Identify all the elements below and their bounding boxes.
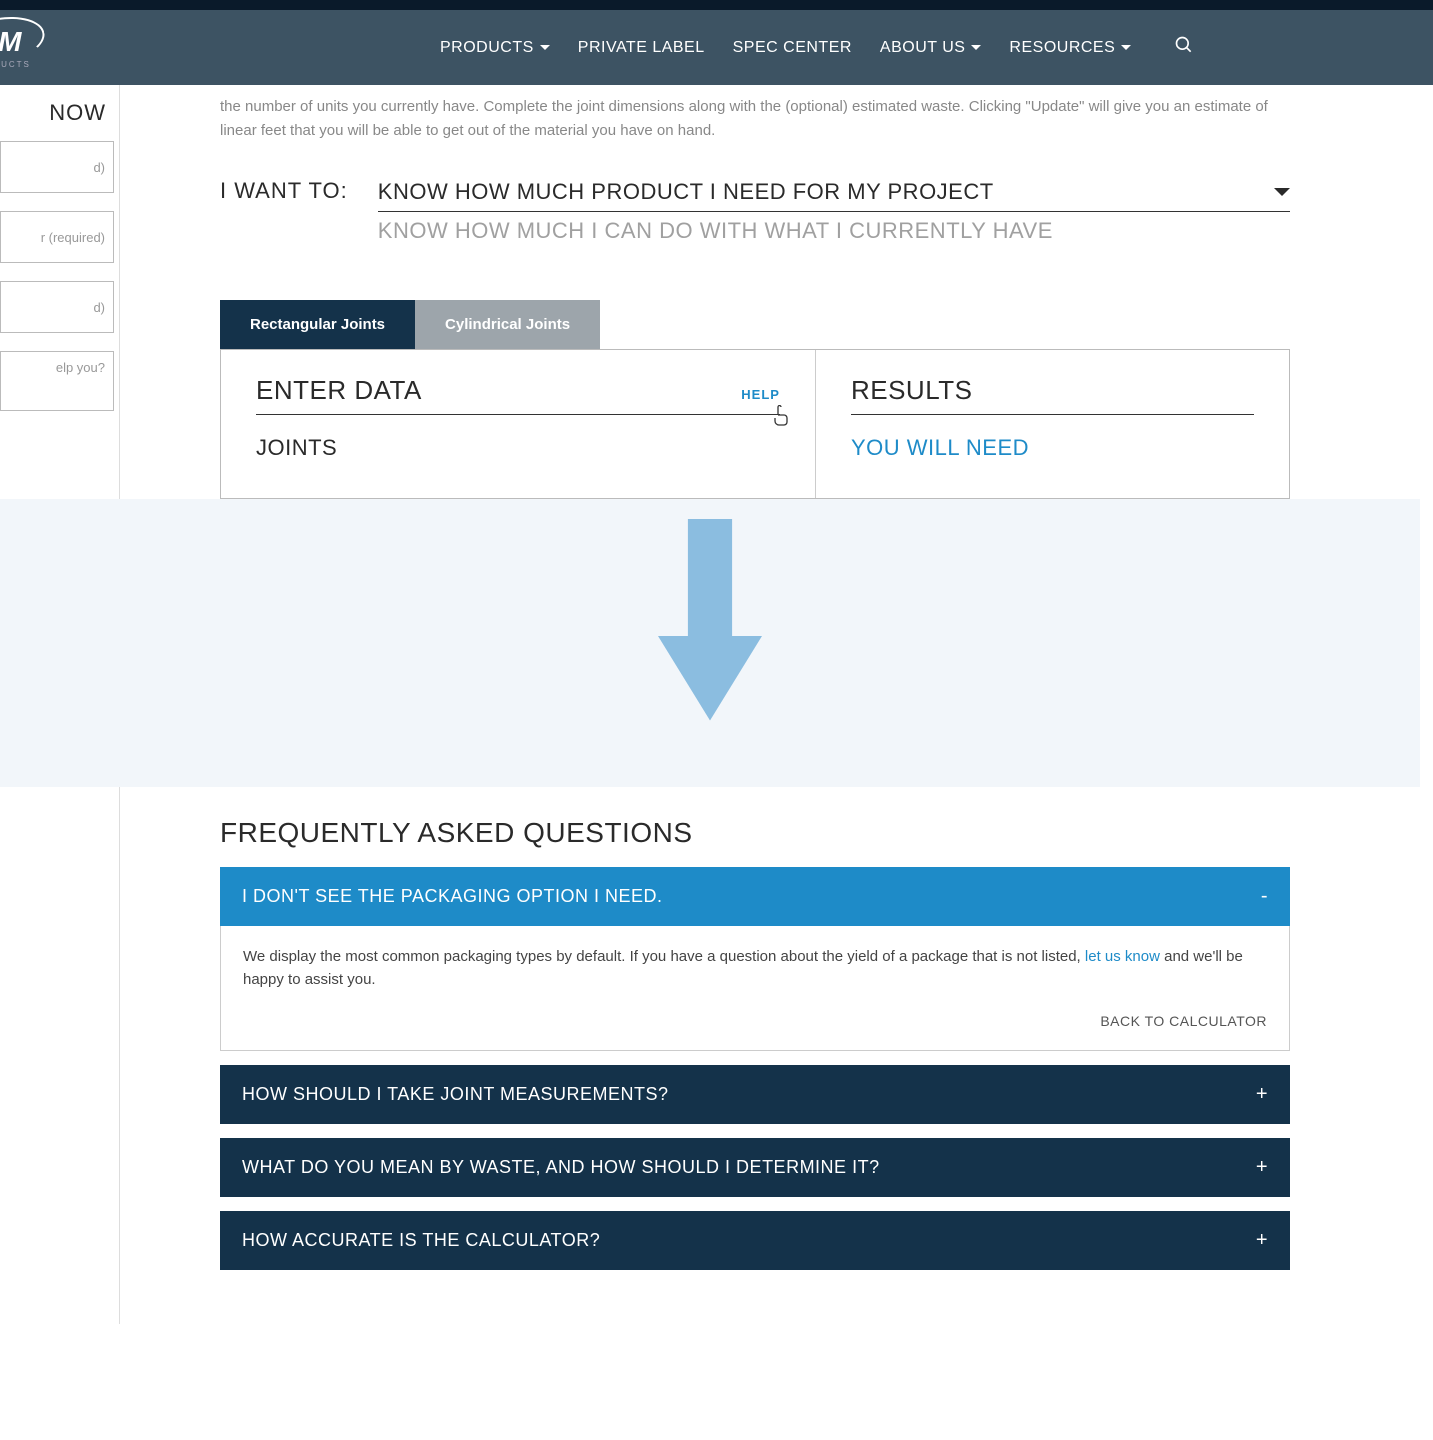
faq-header-measurements[interactable]: HOW SHOULD I TAKE JOINT MEASUREMENTS? + bbox=[220, 1065, 1290, 1124]
nav-label: RESOURCES bbox=[1009, 39, 1115, 57]
chevron-down-icon bbox=[540, 45, 550, 50]
faq-item-4: HOW ACCURATE IS THE CALCULATOR? + bbox=[220, 1211, 1290, 1270]
nav-about-us[interactable]: ABOUT US bbox=[880, 39, 982, 57]
faq-item-2: HOW SHOULD I TAKE JOINT MEASUREMENTS? + bbox=[220, 1065, 1290, 1124]
faq-question: HOW ACCURATE IS THE CALCULATOR? bbox=[242, 1230, 600, 1251]
want-to-label: I WANT TO: bbox=[220, 173, 348, 204]
let-us-know-link[interactable]: let us know bbox=[1085, 948, 1160, 965]
sidebar-title: NOW bbox=[0, 100, 114, 126]
down-arrow-icon bbox=[645, 519, 775, 727]
faq-question: HOW SHOULD I TAKE JOINT MEASUREMENTS? bbox=[242, 1084, 669, 1105]
you-will-need-heading: YOU WILL NEED bbox=[851, 435, 1254, 461]
nav-links: PRODUCTS PRIVATE LABEL SPEC CENTER ABOUT… bbox=[440, 35, 1194, 60]
collapse-icon: - bbox=[1261, 885, 1268, 908]
want-to-options: KNOW HOW MUCH PRODUCT I NEED FOR MY PROJ… bbox=[378, 173, 1290, 250]
results-title: RESULTS bbox=[851, 375, 1254, 415]
faq-header-accuracy[interactable]: HOW ACCURATE IS THE CALCULATOR? + bbox=[220, 1211, 1290, 1270]
faq-item-1: I DON'T SEE THE PACKAGING OPTION I NEED.… bbox=[220, 867, 1290, 1051]
logo[interactable]: EM PRODUCTS bbox=[0, 26, 31, 69]
joint-type-tabs: Rectangular Joints Cylindrical Joints bbox=[220, 300, 1290, 349]
title-text: RESULTS bbox=[851, 375, 973, 406]
enter-data-panel: ENTER DATA HELP JOINTS bbox=[221, 350, 816, 498]
cursor-hand-icon bbox=[772, 405, 790, 430]
want-to-row: I WANT TO: KNOW HOW MUCH PRODUCT I NEED … bbox=[220, 173, 1290, 250]
main-content: the number of units you currently have. … bbox=[120, 85, 1320, 1324]
calculator-panel: ENTER DATA HELP JOINTS RESULTS YOU WILL … bbox=[220, 349, 1290, 499]
faq-question: WHAT DO YOU MEAN BY WASTE, AND HOW SHOUL… bbox=[242, 1157, 880, 1178]
nav-private-label[interactable]: PRIVATE LABEL bbox=[578, 39, 705, 57]
tab-cylindrical[interactable]: Cylindrical Joints bbox=[415, 300, 600, 349]
nav-label: PRODUCTS bbox=[440, 39, 534, 57]
sidebar-field-3[interactable]: d) bbox=[0, 281, 114, 333]
nav-label: ABOUT US bbox=[880, 39, 966, 57]
arrow-section bbox=[0, 499, 1420, 787]
back-to-calculator-link[interactable]: BACK TO CALCULATOR bbox=[243, 1011, 1267, 1032]
faq-answer: We display the most common packaging typ… bbox=[243, 946, 1267, 991]
joints-heading: JOINTS bbox=[256, 435, 780, 461]
dropdown-caret-icon bbox=[1274, 188, 1290, 196]
tab-rectangular[interactable]: Rectangular Joints bbox=[220, 300, 415, 349]
faq-header-waste[interactable]: WHAT DO YOU MEAN BY WASTE, AND HOW SHOUL… bbox=[220, 1138, 1290, 1197]
title-text: ENTER DATA bbox=[256, 375, 422, 406]
answer-pre: We display the most common packaging typ… bbox=[243, 948, 1085, 965]
chevron-down-icon bbox=[971, 45, 981, 50]
want-option-inactive[interactable]: KNOW HOW MUCH I CAN DO WITH WHAT I CURRE… bbox=[378, 212, 1290, 250]
want-option-text: KNOW HOW MUCH I CAN DO WITH WHAT I CURRE… bbox=[378, 218, 1053, 244]
nav-label: PRIVATE LABEL bbox=[578, 39, 705, 57]
navbar: EM PRODUCTS PRODUCTS PRIVATE LABEL SPEC … bbox=[0, 10, 1433, 85]
results-panel: RESULTS YOU WILL NEED bbox=[816, 350, 1289, 498]
faq-header-packaging[interactable]: I DON'T SEE THE PACKAGING OPTION I NEED.… bbox=[220, 867, 1290, 926]
want-option-active[interactable]: KNOW HOW MUCH PRODUCT I NEED FOR MY PROJ… bbox=[378, 173, 1290, 212]
faq-body: We display the most common packaging typ… bbox=[220, 926, 1290, 1051]
expand-icon: + bbox=[1256, 1156, 1268, 1179]
search-icon[interactable] bbox=[1174, 35, 1194, 60]
top-strip bbox=[0, 0, 1433, 10]
faq-question: I DON'T SEE THE PACKAGING OPTION I NEED. bbox=[242, 886, 663, 907]
help-link[interactable]: HELP bbox=[741, 387, 780, 402]
faq-item-3: WHAT DO YOU MEAN BY WASTE, AND HOW SHOUL… bbox=[220, 1138, 1290, 1197]
sidebar-field-2[interactable]: r (required) bbox=[0, 211, 114, 263]
sidebar-field-1[interactable]: d) bbox=[0, 141, 114, 193]
nav-products[interactable]: PRODUCTS bbox=[440, 39, 550, 57]
nav-spec-center[interactable]: SPEC CENTER bbox=[733, 39, 852, 57]
intro-text: the number of units you currently have. … bbox=[220, 85, 1290, 173]
nav-label: SPEC CENTER bbox=[733, 39, 852, 57]
enter-data-title: ENTER DATA HELP bbox=[256, 375, 780, 415]
chevron-down-icon bbox=[1121, 45, 1131, 50]
help-text: HELP bbox=[741, 387, 780, 402]
faq-section: FREQUENTLY ASKED QUESTIONS I DON'T SEE T… bbox=[220, 817, 1290, 1270]
nav-resources[interactable]: RESOURCES bbox=[1009, 39, 1131, 57]
faq-title: FREQUENTLY ASKED QUESTIONS bbox=[220, 817, 1290, 849]
expand-icon: + bbox=[1256, 1083, 1268, 1106]
want-option-text: KNOW HOW MUCH PRODUCT I NEED FOR MY PROJ… bbox=[378, 179, 994, 205]
sidebar-field-4[interactable]: elp you? bbox=[0, 351, 114, 411]
expand-icon: + bbox=[1256, 1229, 1268, 1252]
